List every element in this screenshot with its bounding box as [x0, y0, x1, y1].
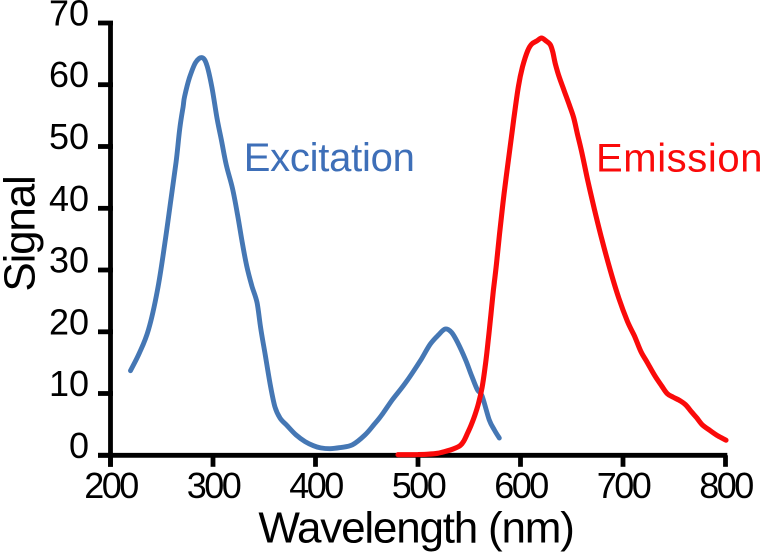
svg-text:30: 30 — [49, 240, 89, 281]
svg-text:40: 40 — [49, 178, 89, 219]
svg-text:Wavelength (nm): Wavelength (nm) — [258, 504, 573, 553]
svg-text:10: 10 — [49, 363, 89, 404]
svg-text:300: 300 — [187, 465, 241, 506]
svg-text:70: 70 — [49, 0, 89, 34]
svg-text:Excitation: Excitation — [244, 136, 415, 180]
svg-text:60: 60 — [49, 54, 89, 95]
svg-text:800: 800 — [699, 465, 753, 506]
svg-text:400: 400 — [289, 465, 343, 506]
svg-text:20: 20 — [49, 301, 89, 342]
svg-text:Emission: Emission — [596, 137, 763, 181]
svg-text:Signal: Signal — [0, 176, 45, 291]
svg-text:0: 0 — [69, 425, 89, 466]
svg-text:200: 200 — [84, 465, 138, 506]
svg-text:700: 700 — [597, 465, 651, 506]
svg-text:500: 500 — [392, 465, 446, 506]
svg-text:50: 50 — [49, 116, 89, 157]
svg-text:600: 600 — [494, 465, 548, 506]
